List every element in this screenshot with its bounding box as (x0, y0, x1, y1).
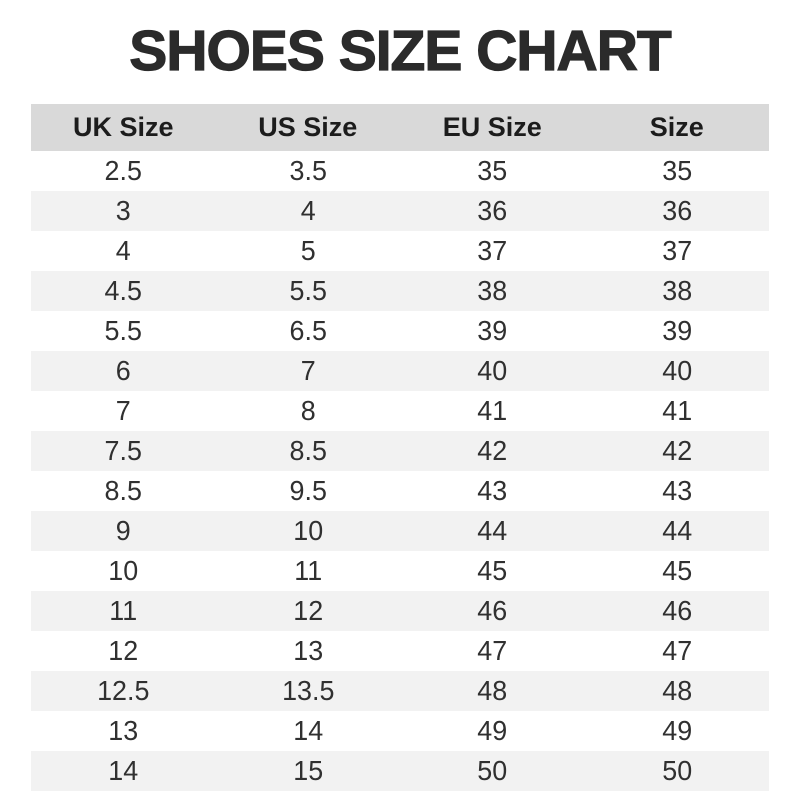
column-header-us-size: US Size (215, 103, 400, 151)
table-cell: 11 (293, 554, 322, 586)
table-cell: 12 (292, 594, 323, 626)
table-cell: 42 (661, 434, 692, 466)
table-cell: 6.5 (289, 314, 327, 346)
table-cell: 12 (108, 634, 139, 666)
table-cell: 38 (477, 274, 508, 306)
table-cell: 49 (661, 714, 692, 746)
table-cell: 37 (477, 234, 508, 266)
table-cell: 44 (477, 514, 508, 546)
table-cell: 46 (477, 594, 508, 626)
table-cell: 5 (300, 234, 316, 266)
table-cell: 13 (292, 634, 323, 666)
table-cell: 50 (661, 754, 692, 786)
table-cell: 4.5 (104, 274, 142, 306)
table-cell: 11 (109, 594, 138, 626)
table-cell: 2.5 (104, 154, 142, 186)
size-chart-table-head: UK Size US Size EU Size Size (31, 103, 769, 151)
table-cell: 7 (115, 394, 131, 426)
column-header-eu-size: EU Size (400, 103, 585, 151)
column-header-uk-size: UK Size (31, 103, 216, 151)
table-row: 5.5 6.5 39 39 (31, 310, 769, 351)
table-cell: 47 (477, 634, 508, 666)
table-cell: 5.5 (289, 274, 327, 306)
table-cell: 35 (661, 154, 692, 186)
table-cell: 8.5 (289, 434, 327, 466)
table-cell: 45 (477, 554, 508, 586)
table-cell: 41 (661, 394, 692, 426)
table-cell: 47 (661, 634, 692, 666)
table-row: 11 12 46 46 (31, 590, 769, 631)
table-cell: 5.5 (104, 314, 142, 346)
table-row: 10 11 45 45 (31, 550, 769, 591)
table-cell: 43 (661, 474, 692, 506)
table-row: 12 13 47 47 (31, 630, 769, 671)
table-cell: 50 (477, 754, 508, 786)
page-title: SHOES SIZE CHART (129, 19, 673, 83)
table-cell: 45 (661, 554, 692, 586)
table-row: 3 4 36 36 (31, 190, 769, 231)
table-cell: 39 (477, 314, 508, 346)
table-cell: 36 (661, 194, 692, 226)
table-cell: 44 (661, 514, 692, 546)
table-cell: 13.5 (281, 674, 334, 706)
table-cell: 10 (292, 514, 323, 546)
table-cell: 48 (661, 674, 692, 706)
table-row: 7.5 8.5 42 42 (31, 430, 769, 471)
table-row: 7 8 41 41 (31, 390, 769, 431)
table-cell: 48 (477, 674, 508, 706)
table-cell: 49 (477, 714, 508, 746)
table-cell: 40 (477, 354, 508, 386)
table-cell: 40 (661, 354, 692, 386)
table-cell: 10 (108, 554, 139, 586)
table-row: 4 5 37 37 (31, 230, 769, 271)
table-row: 8.5 9.5 43 43 (31, 470, 769, 511)
table-cell: 14 (292, 714, 323, 746)
table-cell: 46 (661, 594, 692, 626)
table-cell: 8.5 (104, 474, 142, 506)
table-cell: 4 (300, 194, 316, 226)
table-row: 4.5 5.5 38 38 (31, 270, 769, 311)
table-row: 13 14 49 49 (31, 710, 769, 751)
table-cell: 9 (115, 514, 131, 546)
table-cell: 7 (300, 354, 316, 386)
table-cell: 41 (477, 394, 508, 426)
table-cell: 43 (477, 474, 508, 506)
table-cell: 9.5 (289, 474, 327, 506)
table-cell: 36 (477, 194, 508, 226)
table-cell: 39 (661, 314, 692, 346)
table-cell: 4 (115, 234, 131, 266)
table-cell: 3.5 (289, 154, 327, 186)
table-row: 14 15 50 50 (31, 750, 769, 791)
table-cell: 6 (115, 354, 131, 386)
table-cell: 3 (115, 194, 131, 226)
table-cell: 12.5 (97, 674, 150, 706)
table-cell: 42 (477, 434, 508, 466)
table-row: 12.5 13.5 48 48 (31, 670, 769, 711)
table-cell: 38 (661, 274, 692, 306)
table-cell: 15 (292, 754, 323, 786)
table-cell: 8 (300, 394, 316, 426)
page: SHOES SIZE CHART UK Size US Size EU Size… (0, 19, 800, 800)
table-row: 6 7 40 40 (31, 350, 769, 391)
table-cell: 14 (108, 754, 139, 786)
table-row: 2.5 3.5 35 35 (31, 150, 769, 191)
table-cell: 37 (661, 234, 692, 266)
header-row: UK Size US Size EU Size Size (31, 103, 769, 151)
table-cell: 7.5 (104, 434, 142, 466)
table-cell: 35 (477, 154, 508, 186)
column-header-size: Size (584, 103, 769, 151)
table-row: 9 10 44 44 (31, 510, 769, 551)
size-table-body: 2.5 3.5 35 35 3 4 36 36 4 5 37 37 4.5 5.5 38 38 5.5 6.5 39… (31, 150, 769, 791)
table-cell: 13 (108, 714, 139, 746)
size-chart-table: UK Size US Size EU Size Size 2.5 3.5 35 35 3… (31, 103, 769, 791)
